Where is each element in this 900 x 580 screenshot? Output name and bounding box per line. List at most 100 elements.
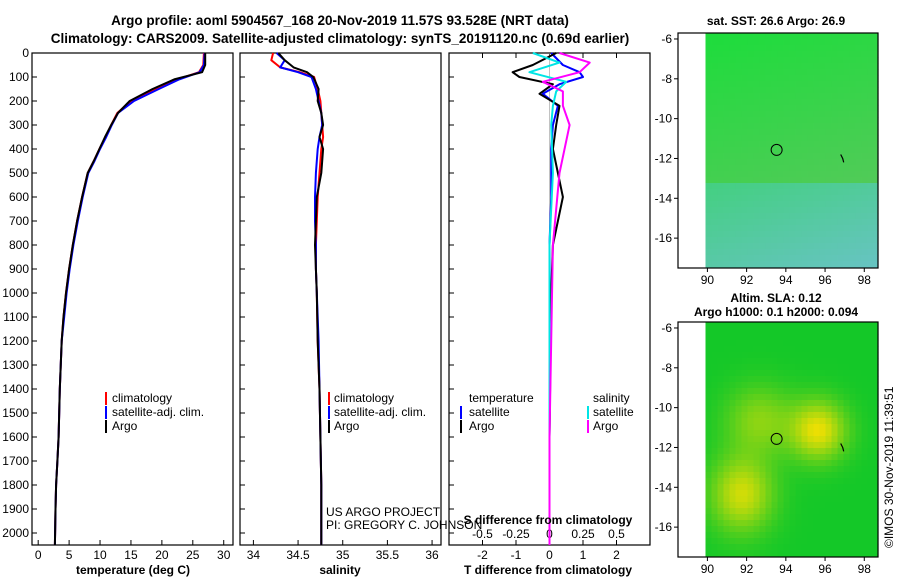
map-cell (819, 183, 826, 190)
map-cell (855, 472, 862, 479)
sla-map-subtitle: Argo h1000: 0.1 h2000: 0.094 (694, 305, 858, 319)
map-cell (849, 75, 856, 82)
map-cell (873, 39, 879, 46)
map-cell (849, 261, 856, 268)
map-cell (807, 81, 814, 88)
map-cell (789, 45, 796, 52)
map-cell (843, 460, 850, 467)
y-tick-label: 1400 (2, 382, 29, 396)
map-cell (747, 123, 754, 130)
map-cell (837, 460, 844, 467)
map-cell (843, 448, 850, 455)
map-cell (735, 448, 742, 455)
map-cell (777, 430, 784, 437)
map-cell (825, 237, 832, 244)
map-cell (789, 39, 796, 46)
map-cell (801, 538, 808, 545)
map-cell (705, 376, 712, 383)
map-cell (825, 63, 832, 70)
map-cell (801, 532, 808, 539)
map-cell (795, 484, 802, 491)
map-cell (849, 520, 856, 527)
map-cell (807, 550, 814, 557)
map-cell (717, 243, 724, 250)
map-cell (783, 532, 790, 539)
x-tick-label: 34.5 (286, 548, 310, 562)
map-cell (765, 358, 772, 365)
map-cell (873, 400, 879, 407)
map-cell (723, 424, 730, 431)
legend-title-salinity: salinity (593, 391, 630, 405)
map-cell (771, 514, 778, 521)
map-cell (753, 358, 760, 365)
map-cell (747, 261, 754, 268)
map-cell (843, 111, 850, 118)
map-cell (795, 424, 802, 431)
map-cell (705, 213, 712, 220)
map-cell (783, 334, 790, 341)
map-cell (777, 225, 784, 232)
map-x-tick-label: 98 (858, 273, 872, 287)
map-cell (849, 448, 856, 455)
map-cell (867, 117, 874, 124)
map-cell (867, 460, 874, 467)
map-cell (873, 352, 879, 359)
map-cell (789, 460, 796, 467)
map-cell (777, 189, 784, 196)
map-cell (867, 520, 874, 527)
map-cell (729, 87, 736, 94)
map-cell (831, 496, 838, 503)
map-cell (873, 460, 879, 467)
map-cell (843, 478, 850, 485)
map-cell (849, 219, 856, 226)
map-cell (807, 520, 814, 527)
map-cell (861, 508, 868, 515)
map-cell (711, 69, 718, 76)
map-cell (741, 550, 748, 557)
map-cell (843, 195, 850, 202)
map-cell (837, 454, 844, 461)
map-cell (789, 99, 796, 106)
map-y-tick-label: -10 (655, 112, 673, 126)
map-cell (795, 532, 802, 539)
map-cell (759, 231, 766, 238)
series-line-argo (277, 52, 325, 545)
map-cell (795, 93, 802, 100)
y-tick-label: 600 (9, 190, 29, 204)
map-cell (825, 183, 832, 190)
map-cell (861, 340, 868, 347)
map-cell (813, 87, 820, 94)
map-cell (753, 63, 760, 70)
map-cell (741, 460, 748, 467)
map-cell (783, 171, 790, 178)
map-cell (837, 237, 844, 244)
map-cell (735, 213, 742, 220)
map-cell (729, 69, 736, 76)
map-cell (729, 135, 736, 142)
map-cell (765, 436, 772, 443)
map-cell (795, 249, 802, 256)
map-cell (819, 412, 826, 419)
map-cell (867, 526, 874, 533)
map-cell (813, 177, 820, 184)
map-cell (753, 147, 760, 154)
map-cell (825, 201, 832, 208)
map-cell (831, 141, 838, 148)
map-cell (789, 225, 796, 232)
map-cell (873, 424, 879, 431)
map-cell (705, 406, 712, 413)
difference-legend: temperature satellite Argo salinity sate… (460, 391, 634, 433)
map-cell (849, 382, 856, 389)
map-cell (777, 340, 784, 347)
map-cell (759, 382, 766, 389)
map-cell (849, 207, 856, 214)
map-cell (753, 207, 760, 214)
map-cell (711, 358, 718, 365)
map-cell (759, 466, 766, 473)
map-cell (777, 81, 784, 88)
map-cell (747, 141, 754, 148)
map-cell (819, 255, 826, 262)
map-cell (837, 472, 844, 479)
map-cell (717, 237, 724, 244)
map-cell (723, 490, 730, 497)
